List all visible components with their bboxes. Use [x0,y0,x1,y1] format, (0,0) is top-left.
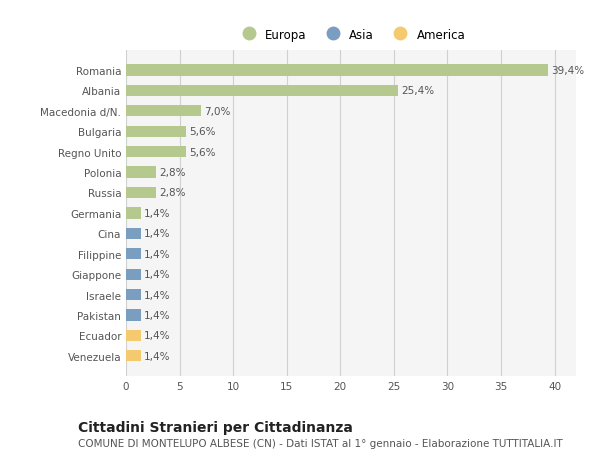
Bar [126,106,201,117]
Bar [126,249,141,260]
Bar [126,167,156,178]
Bar [126,310,141,321]
Text: 1,4%: 1,4% [144,290,171,300]
Legend: Europa, Asia, America: Europa, Asia, America [232,24,470,46]
Bar [126,289,141,301]
Text: 1,4%: 1,4% [144,249,171,259]
Bar [126,269,141,280]
Bar [126,126,186,138]
Text: 1,4%: 1,4% [144,310,171,320]
Bar [126,208,141,219]
Text: COMUNE DI MONTELUPO ALBESE (CN) - Dati ISTAT al 1° gennaio - Elaborazione TUTTIT: COMUNE DI MONTELUPO ALBESE (CN) - Dati I… [78,438,563,448]
Text: 7,0%: 7,0% [204,106,230,117]
Text: Cittadini Stranieri per Cittadinanza: Cittadini Stranieri per Cittadinanza [78,420,353,434]
Text: 39,4%: 39,4% [551,66,584,76]
Text: 25,4%: 25,4% [401,86,434,96]
Bar [126,147,186,158]
Bar [126,86,398,97]
Bar [126,65,548,77]
Text: 1,4%: 1,4% [144,269,171,280]
Text: 1,4%: 1,4% [144,208,171,218]
Bar [126,350,141,362]
Bar [126,187,156,199]
Text: 5,6%: 5,6% [189,147,216,157]
Text: 1,4%: 1,4% [144,330,171,341]
Bar [126,330,141,341]
Text: 1,4%: 1,4% [144,229,171,239]
Text: 1,4%: 1,4% [144,351,171,361]
Text: 2,8%: 2,8% [159,168,186,178]
Text: 5,6%: 5,6% [189,127,216,137]
Bar [126,228,141,240]
Text: 2,8%: 2,8% [159,188,186,198]
